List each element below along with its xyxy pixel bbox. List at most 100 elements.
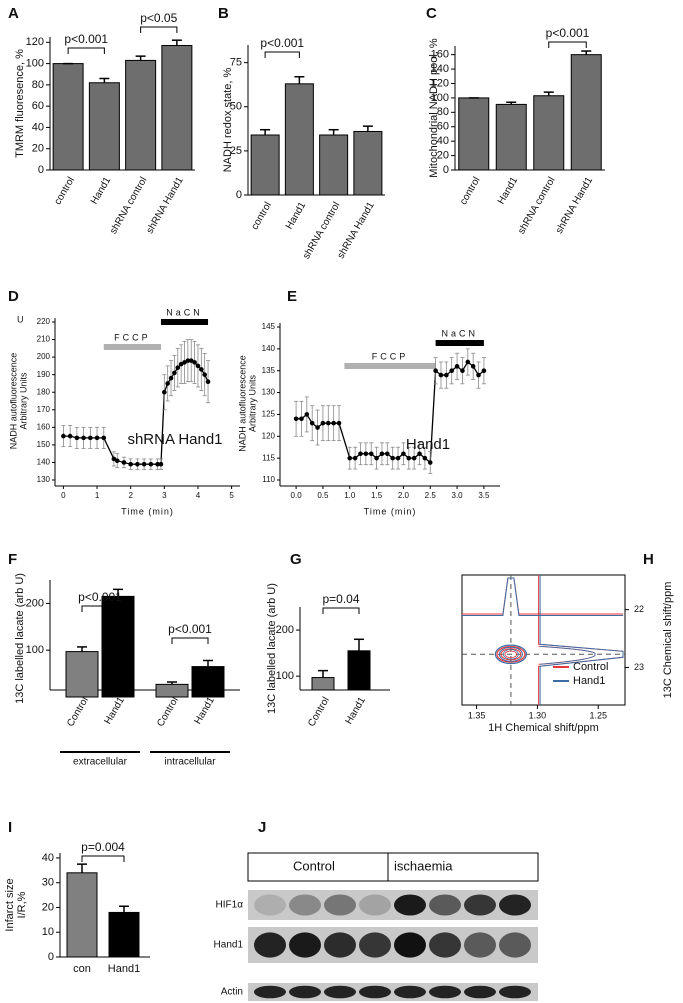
data-point [199, 367, 204, 372]
y-tick-label: 100 [26, 644, 44, 656]
data-point [325, 420, 331, 426]
x-tick-label: Hand1 [108, 963, 140, 975]
y-tick-label: 110 [262, 475, 275, 484]
y-tick-label: 120 [262, 431, 276, 440]
data-point [185, 358, 191, 363]
data-point [67, 433, 73, 439]
data-point [401, 451, 406, 457]
x-tick-label: Hand1 [193, 695, 217, 726]
y-tick-label: 170 [37, 405, 51, 414]
y-tick-label: 80 [437, 106, 449, 118]
blot-band [324, 985, 356, 999]
significance-label: p<0.001 [64, 32, 108, 46]
data-point [320, 420, 326, 426]
data-point [411, 455, 417, 461]
row-label: Hand1 [214, 940, 244, 951]
y-tick-label: 210 [37, 335, 51, 344]
blot-band [464, 985, 496, 999]
x-tick-label: control [249, 200, 274, 231]
y-tick-label: 200 [276, 624, 294, 636]
blot-band [324, 894, 356, 916]
data-point [358, 451, 363, 457]
x-tick-label: Hand1 [496, 175, 520, 206]
x-tick-label: 0 [61, 491, 66, 500]
x-tick-label: 2.0 [398, 491, 410, 500]
data-point [168, 375, 174, 381]
data-point [299, 416, 304, 422]
data-point [158, 461, 164, 467]
y-axis-label: NADH autofluorescence [8, 353, 18, 450]
data-point [347, 455, 353, 461]
panel-label: J [258, 819, 266, 836]
projection-trace [462, 577, 623, 616]
data-point [165, 381, 170, 386]
bar [65, 651, 99, 698]
treatment-bar [103, 344, 161, 350]
treatment-bar [344, 363, 436, 369]
blot-band [289, 894, 321, 916]
projection-trace [539, 575, 624, 705]
data-line [296, 360, 485, 464]
bar [570, 54, 602, 171]
x-tick-label: shRNA Hand1 [336, 200, 377, 261]
data-point [476, 372, 481, 378]
data-point [460, 368, 465, 374]
x-tick-label: Hand1 [89, 175, 113, 206]
blot-band [359, 932, 391, 958]
data-point [128, 461, 133, 467]
significance-label: p<0.001 [78, 590, 122, 604]
bar [250, 134, 280, 196]
data-point [454, 364, 460, 369]
significance-bracket [322, 607, 360, 614]
treatment-bar [160, 319, 209, 325]
significance-bracket [171, 637, 209, 644]
y-axis-label: TMRM fluoresence, % [14, 49, 26, 158]
blot-band [289, 985, 321, 999]
data-point [293, 416, 299, 422]
data-point [202, 372, 207, 377]
x-tick-label: Hand1 [284, 200, 308, 231]
data-point [465, 359, 471, 365]
significance-bracket [67, 47, 105, 54]
panel-label: B [218, 5, 229, 22]
bar [347, 650, 371, 691]
data-point [444, 372, 449, 378]
x-tick-label: 2.5 [425, 491, 437, 500]
panel-label: G [290, 551, 302, 568]
data-point [374, 455, 379, 461]
y-tick-label: 140 [431, 63, 449, 75]
significance-bracket [264, 51, 300, 58]
y-axis-label: 13C Chemical shift/ppm [662, 582, 674, 699]
significance-label: p<0.001 [168, 622, 212, 636]
contour [502, 649, 519, 660]
x-tick-label: 1.35 [468, 710, 486, 720]
y-axis-label: NADH autofluorescence [237, 355, 247, 452]
x-tick-label: control [458, 175, 483, 206]
group-label: intracellular [164, 757, 216, 768]
y-axis-label: NADH redox state, % [222, 68, 234, 173]
blot-band [254, 932, 286, 958]
data-point [88, 435, 93, 441]
treatment-label: NaCN [441, 328, 478, 338]
data-point [304, 412, 310, 417]
y-tick-label: 180 [37, 387, 51, 396]
blot-band [464, 932, 496, 958]
y-tick-label: 60 [32, 100, 44, 112]
blot-band [254, 985, 286, 999]
y-tick-label: 160 [431, 49, 449, 61]
data-point [368, 451, 374, 457]
data-point [172, 370, 177, 376]
y-tick-label: 40 [42, 852, 54, 864]
y-tick-label: 50 [230, 101, 242, 113]
x-tick-label: 0.5 [317, 491, 329, 500]
group-box [247, 852, 389, 882]
bar [495, 103, 527, 171]
data-point [175, 365, 181, 370]
blot-strip [248, 983, 538, 1001]
data-point [427, 460, 433, 465]
blot-band [324, 932, 356, 958]
annotation: shRNA Hand1 [127, 431, 222, 448]
y-axis-label: I/R,% [16, 891, 28, 918]
contour [504, 650, 518, 658]
bar [88, 82, 120, 171]
